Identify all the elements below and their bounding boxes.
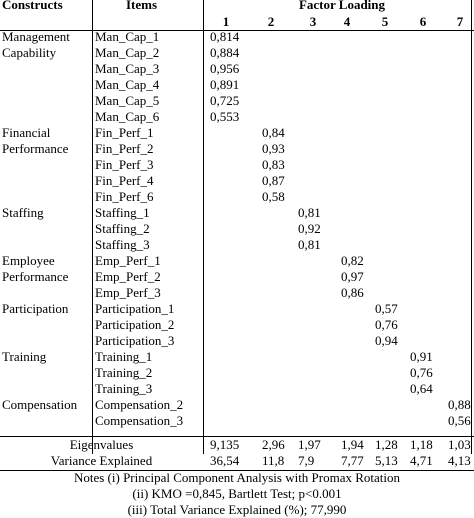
header-factor-number: 2	[267, 14, 275, 29]
summary-value: 1,28	[375, 437, 398, 452]
factor-loading-value: 0,725	[210, 93, 240, 108]
summary-value: 1,18	[410, 437, 433, 452]
summary-value: 2,96	[262, 437, 285, 452]
summary-value: 5,13	[375, 453, 398, 468]
item-name: Man_Cap_6	[95, 109, 160, 124]
item-name: Man_Cap_4	[95, 77, 160, 92]
item-name: Participation_2	[95, 317, 175, 332]
factor-loading-value: 0,94	[375, 333, 398, 348]
factor-loading-value: 0,56	[448, 413, 471, 428]
factor-loading-value: 0,76	[375, 317, 398, 332]
header-factor-number: 1	[222, 14, 230, 29]
table-note: (ii) KMO =0,845, Bartlett Test; p<0.001	[132, 486, 342, 501]
construct-label: Performance	[2, 141, 69, 156]
header-factor-number: 5	[381, 14, 389, 29]
factor-loading-value: 0,92	[298, 221, 321, 236]
item-name: Fin_Perf_6	[95, 189, 154, 204]
factor-loading-value: 0,956	[210, 61, 240, 76]
summary-value: 36,54	[210, 453, 240, 468]
factor-loading-value: 0,81	[298, 205, 321, 220]
item-name: Man_Cap_1	[95, 29, 160, 44]
column-divider	[471, 0, 472, 454]
item-name: Staffing_3	[95, 237, 150, 252]
factor-loading-value: 0,97	[341, 269, 364, 284]
item-name: Fin_Perf_1	[95, 125, 154, 140]
factor-loading-value: 0,553	[210, 109, 240, 124]
summary-value: 11,8	[262, 453, 285, 468]
item-name: Participation_1	[95, 301, 175, 316]
factor-loading-value: 0,82	[341, 253, 364, 268]
construct-label: Staffing	[2, 205, 44, 220]
summary-value: 4,13	[448, 453, 471, 468]
item-name: Fin_Perf_4	[95, 173, 154, 188]
summary-value: 7,77	[341, 453, 364, 468]
summary-label: Variance Explained	[50, 453, 153, 468]
table-end-rule	[0, 470, 474, 471]
item-name: Emp_Perf_3	[95, 285, 161, 300]
construct-label: Financial	[2, 125, 51, 140]
header-constructs: Constructs	[2, 0, 63, 12]
item-name: Compensation_3	[95, 413, 184, 428]
construct-label: Compensation	[2, 397, 78, 412]
summary-value: 1,94	[341, 437, 364, 452]
item-name: Training_1	[95, 349, 153, 364]
summary-value: 1,97	[298, 437, 321, 452]
header-factor-number: 4	[343, 14, 351, 29]
construct-label: Training	[2, 349, 47, 364]
factor-loading-value: 0,84	[262, 125, 285, 140]
factor-loading-value: 0,814	[210, 29, 240, 44]
item-name: Training_3	[95, 381, 153, 396]
header-items: Items	[126, 0, 158, 12]
item-name: Participation_3	[95, 333, 175, 348]
item-name: Fin_Perf_3	[95, 157, 154, 172]
construct-label: Management	[2, 29, 70, 44]
factor-loading-value: 0,91	[410, 349, 433, 364]
factor-loading-value: 0,81	[298, 237, 321, 252]
construct-label: Performance	[2, 269, 69, 284]
header-factor-number: 6	[419, 14, 427, 29]
factor-loading-value: 0,64	[410, 381, 433, 396]
factor-loading-value: 0,58	[262, 189, 285, 204]
item-name: Man_Cap_3	[95, 61, 160, 76]
summary-value: 9,135	[210, 437, 240, 452]
item-name: Compensation_2	[95, 397, 184, 412]
summary-label: Eigenvalues	[69, 437, 134, 452]
factor-loading-value: 0,891	[210, 77, 240, 92]
construct-label: Capability	[2, 45, 57, 60]
factor-loading-value: 0,884	[210, 45, 240, 60]
factor-loading-value: 0,88	[448, 397, 471, 412]
body-end-rule	[0, 436, 474, 437]
item-name: Staffing_1	[95, 205, 150, 220]
factor-loading-value: 0,83	[262, 157, 285, 172]
factor-loading-value: 0,93	[262, 141, 285, 156]
factor-loading-value: 0,76	[410, 365, 433, 380]
header-rule	[0, 30, 474, 31]
summary-value: 7,9	[298, 453, 315, 468]
item-name: Staffing_2	[95, 221, 150, 236]
construct-label: Participation	[2, 301, 69, 316]
factor-loading-value: 0,57	[375, 301, 398, 316]
item-name: Fin_Perf_2	[95, 141, 154, 156]
item-name: Emp_Perf_1	[95, 253, 161, 268]
header-factor-number: 7	[456, 14, 464, 29]
table-note: (iii) Total Variance Explained (%); 77,9…	[127, 502, 347, 517]
column-divider	[203, 0, 204, 454]
item-name: Man_Cap_2	[95, 45, 160, 60]
factor-loading-value: 0,86	[341, 285, 364, 300]
summary-value: 4,71	[410, 453, 433, 468]
item-name: Emp_Perf_2	[95, 269, 161, 284]
item-name: Training_2	[95, 365, 153, 380]
construct-label: Employee	[2, 253, 55, 268]
header-factor-number: 3	[309, 14, 317, 29]
factor-loading-value: 0,87	[262, 173, 285, 188]
table-note: Notes (i) Principal Component Analysis w…	[73, 470, 401, 485]
item-name: Man_Cap_5	[95, 93, 160, 108]
header-factor-loading: Factor Loading	[298, 0, 386, 12]
column-divider	[92, 0, 93, 454]
summary-value: 1,03	[448, 437, 471, 452]
